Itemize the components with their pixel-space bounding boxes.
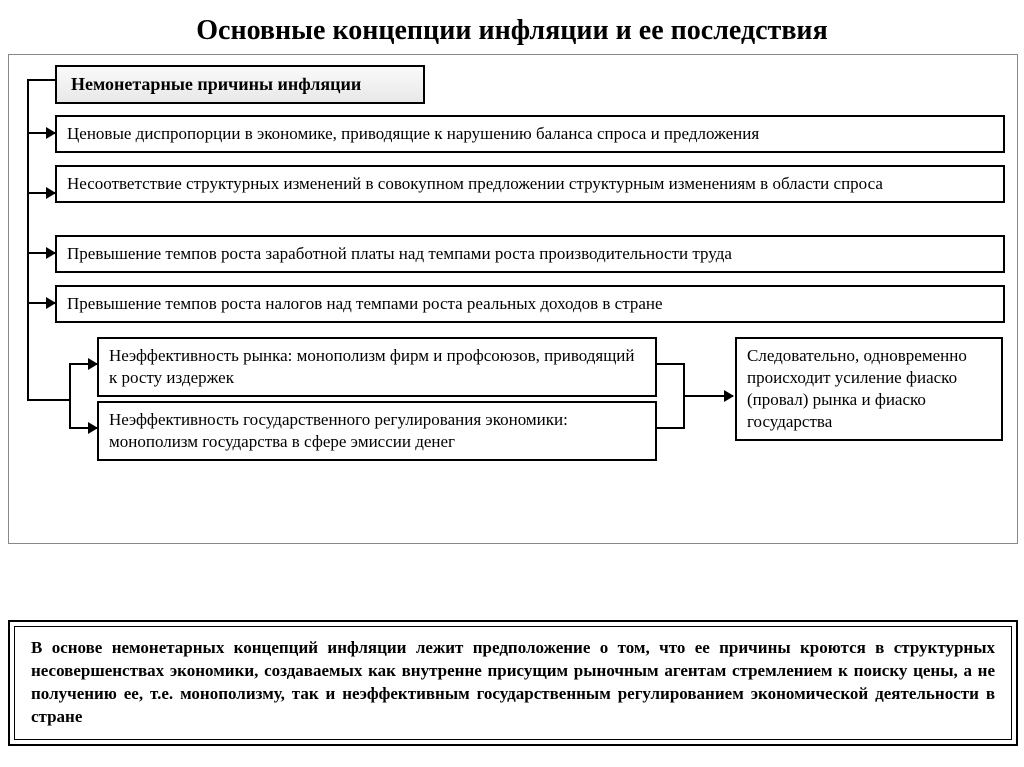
box-b1: Ценовые диспропорции в экономике, привод…	[55, 115, 1005, 153]
connector-sub-stem	[69, 363, 71, 429]
arrow-to-b1	[27, 132, 55, 134]
page-title: Основные концепции инфляции и ее последс…	[0, 0, 1024, 54]
arrow-to-b3	[27, 252, 55, 254]
box-result: Следовательно, одновременно происходит у…	[735, 337, 1003, 441]
connector-stem-to-substem	[27, 399, 69, 401]
box-b4: Превышение темпов роста налогов над темп…	[55, 285, 1005, 323]
box-b2: Несоответствие структурных изменений в с…	[55, 165, 1005, 203]
arrow-to-b5	[69, 363, 97, 365]
arrow-to-b2	[27, 192, 55, 194]
arrow-to-b6	[69, 427, 97, 429]
connector-main-stem	[27, 79, 29, 401]
box-b3: Превышение темпов роста заработной платы…	[55, 235, 1005, 273]
arrow-to-b4	[27, 302, 55, 304]
footer-text: В основе немонетарных концепций инфляции…	[14, 626, 1012, 740]
box-b5: Неэффективность рынка: монополизм фирм и…	[97, 337, 657, 397]
footer-frame: В основе немонетарных концепций инфляции…	[8, 620, 1018, 746]
box-b6: Неэффективность государственного регулир…	[97, 401, 657, 461]
header-box: Немонетарные причины инфляции	[55, 65, 425, 104]
connector-b5-out	[657, 363, 683, 365]
connector-b6-out	[657, 427, 683, 429]
connector-to-header	[27, 79, 55, 81]
flowchart-area: Немонетарные причины инфляции Ценовые ди…	[8, 54, 1018, 544]
arrow-to-result	[683, 395, 733, 397]
